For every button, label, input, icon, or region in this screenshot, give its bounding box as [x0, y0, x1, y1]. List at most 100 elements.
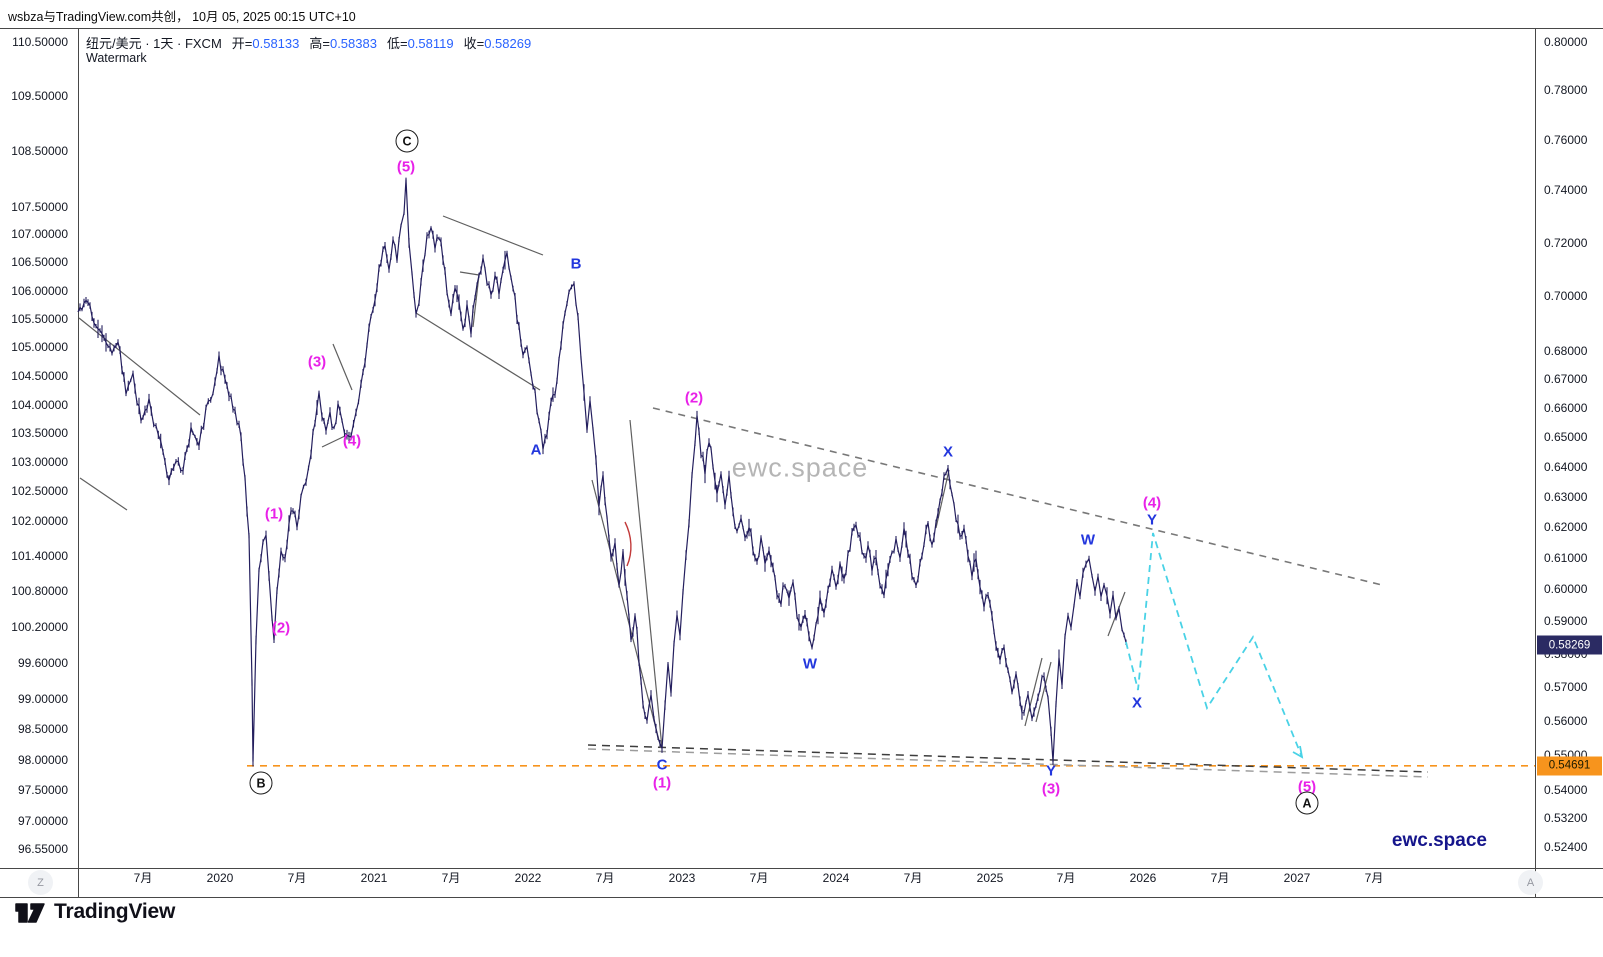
left-axis-label: 103.00000 — [11, 455, 68, 470]
wave-label-3-15[interactable]: (3) — [1041, 780, 1061, 798]
time-axis-label: 7月 — [1056, 871, 1076, 885]
trendline-2[interactable] — [332, 343, 353, 391]
left-axis-label: 100.80000 — [11, 584, 68, 599]
trendline-7[interactable] — [472, 274, 480, 328]
wave-label-Y-19[interactable]: Y — [1146, 511, 1158, 529]
wave-label-X-13[interactable]: X — [942, 443, 954, 461]
left-axis-label: 101.40000 — [11, 548, 68, 563]
wave-label-W-16[interactable]: W — [1080, 531, 1096, 549]
wave-label-A-7[interactable]: A — [530, 441, 542, 459]
left-axis-label: 104.00000 — [11, 397, 68, 412]
left-axis-label: 98.00000 — [17, 752, 68, 767]
corner-watermark: ewc.space — [1391, 830, 1487, 851]
trendline-3[interactable] — [321, 435, 346, 448]
left-axis-label: 108.50000 — [11, 144, 68, 159]
right-scale-button[interactable]: A — [1518, 870, 1543, 895]
right-axis-label: 0.59000 — [1544, 614, 1588, 629]
time-axis-label: 2027 — [1283, 871, 1311, 885]
time-axis-label: 7月 — [749, 871, 769, 885]
trendline-8[interactable] — [591, 479, 662, 749]
trendline-9[interactable] — [629, 419, 663, 749]
right-axis-label: 0.57000 — [1544, 680, 1588, 695]
ohlc-open: 开=0.58133 — [231, 36, 300, 51]
left-axis-label: 107.00000 — [11, 227, 68, 242]
time-axis-label: 2022 — [514, 871, 542, 885]
frame-top-line — [0, 28, 1603, 29]
right-axis-label: 0.61000 — [1544, 551, 1588, 565]
wave-label-5-20[interactable]: (5) — [1297, 778, 1317, 796]
projection-path[interactable] — [1125, 532, 1303, 758]
right-axis-line — [1535, 28, 1536, 897]
left-axis-label: 96.55000 — [17, 842, 68, 857]
wave-circle-label-A-21[interactable]: A — [1295, 791, 1319, 815]
ohlc-close: 收=0.58269 — [463, 36, 532, 51]
upper-dashed-trendline[interactable] — [652, 407, 1383, 586]
right-axis-label: 0.56000 — [1544, 713, 1588, 728]
trendline-5[interactable] — [415, 312, 541, 391]
time-axis-label: 2023 — [668, 871, 696, 885]
time-axis-label: 7月 — [595, 871, 615, 885]
right-axis-label: 0.74000 — [1544, 183, 1588, 198]
trendline-11[interactable] — [1024, 657, 1043, 727]
symbol-title: 纽元/美元 · 1天 · FXCM — [86, 36, 222, 51]
trendline-13[interactable] — [1107, 591, 1126, 637]
price-series-line[interactable] — [77, 179, 1127, 762]
left-axis-label: 99.00000 — [17, 692, 68, 707]
left-axis-label: 106.00000 — [11, 283, 68, 298]
right-axis-label: 0.53200 — [1544, 811, 1588, 826]
symbol-legend[interactable]: 纽元/美元 · 1天 · FXCM 开=0.58133 高=0.58383 低=0.5… — [86, 33, 531, 52]
wave-label-1-10[interactable]: (1) — [652, 774, 672, 792]
left-axis-label: 110.50000 — [12, 35, 68, 49]
trendline-0[interactable] — [78, 317, 201, 416]
right-axis-label: 0.67000 — [1544, 372, 1588, 387]
right-axis-label: 0.66000 — [1544, 401, 1588, 416]
user-watermark-label: Watermark — [86, 51, 147, 65]
left-axis-label: 107.50000 — [11, 199, 68, 214]
right-axis-label: 0.78000 — [1544, 83, 1588, 98]
wave-label-X-17[interactable]: X — [1131, 694, 1143, 712]
wave-label-4-18[interactable]: (4) — [1142, 494, 1162, 512]
tradingview-logo-text: TradingView — [54, 900, 176, 923]
trendline-12[interactable] — [1035, 661, 1052, 723]
wave-label-B-8[interactable]: B — [570, 255, 582, 273]
left-axis-label: 106.50000 — [11, 255, 68, 270]
wave-label-5-4[interactable]: (5) — [396, 158, 416, 176]
left-axis-label: 100.20000 — [11, 620, 68, 635]
trendline-4[interactable] — [442, 215, 544, 256]
time-axis-label: 7月 — [441, 871, 461, 885]
lower-dashed-trendline-dark[interactable] — [587, 744, 1429, 773]
wave-label-W-12[interactable]: W — [802, 655, 818, 673]
tradingview-logo[interactable]: TradingView — [15, 900, 175, 924]
left-axis-label: 98.50000 — [17, 722, 68, 737]
wave-label-4-3[interactable]: (4) — [342, 432, 362, 450]
left-axis-label: 99.60000 — [17, 656, 68, 671]
wave-label-Y-14[interactable]: Y — [1045, 762, 1057, 780]
wave-circle-label-C-5[interactable]: C — [395, 129, 419, 153]
left-axis-label: 103.50000 — [11, 426, 68, 441]
trendline-1[interactable] — [79, 477, 128, 511]
wave-circle-label-B-6[interactable]: B — [249, 771, 273, 795]
wave-label-3-2[interactable]: (3) — [307, 353, 327, 371]
lower-dashed-trendline-gray[interactable] — [587, 748, 1429, 778]
tradingview-logo-mark — [15, 903, 45, 923]
price-series-wicks — [79, 177, 1127, 767]
left-axis-label: 102.50000 — [11, 484, 68, 499]
wave-label-C-9[interactable]: C — [656, 756, 668, 774]
trendline-10[interactable] — [935, 469, 950, 529]
wave-label-2-11[interactable]: (2) — [684, 389, 704, 407]
red-arrow-mark[interactable] — [624, 521, 632, 567]
trendline-6[interactable] — [459, 271, 480, 276]
wave-label-2-1[interactable]: (2) — [271, 619, 291, 637]
left-axis-label: 97.00000 — [17, 814, 68, 829]
left-scale-button[interactable]: Z — [28, 870, 53, 895]
left-axis-label: 102.00000 — [11, 513, 68, 528]
wave-label-1-0[interactable]: (1) — [264, 505, 284, 523]
time-axis-label: 2024 — [822, 871, 850, 885]
projection-arrowhead — [1292, 745, 1304, 759]
right-axis-label: 0.60000 — [1544, 582, 1588, 597]
time-axis-label: 7月 — [287, 871, 307, 885]
time-axis-label: 7月 — [133, 871, 153, 885]
time-axis-label: 2020 — [206, 871, 234, 885]
time-axis-label: 2021 — [360, 871, 388, 885]
